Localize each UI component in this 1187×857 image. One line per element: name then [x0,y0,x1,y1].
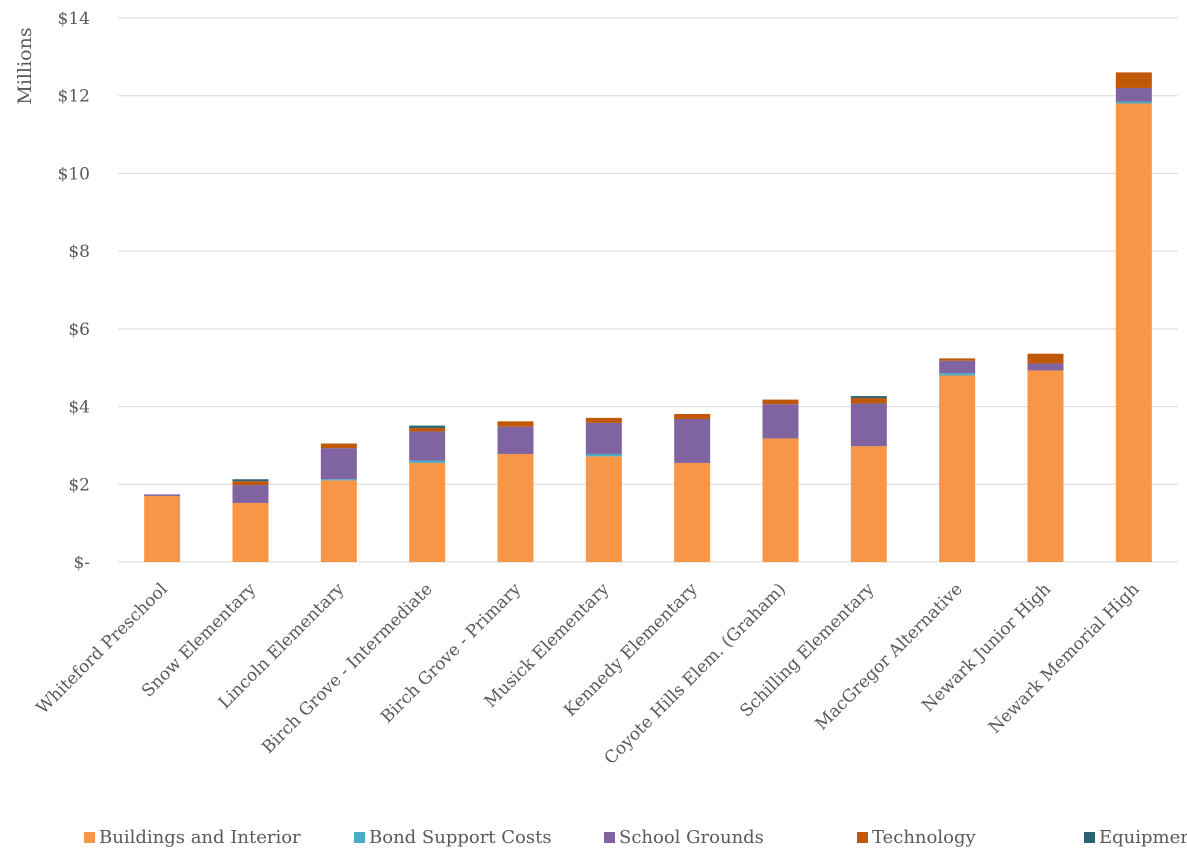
bar-segment [762,399,799,405]
bar-segment [497,453,534,562]
bar-segment [762,438,799,562]
bar-segment [320,479,357,481]
y-tick-label: $- [73,553,90,573]
bar-segment [497,426,534,454]
bar-segment [585,417,622,423]
bar-segment [762,404,799,439]
bar-segment [1115,101,1152,104]
bar-segment [939,360,976,374]
bar-segment [674,413,711,420]
x-tick-label: Newark Memorial High [985,579,1143,737]
bar-segment [409,431,446,461]
bar-segment [409,427,446,432]
bar-segment [585,456,622,562]
bar-segment [320,480,357,562]
bar-segment [850,446,887,562]
bar-segment [1027,363,1064,371]
y-tick-label: $8 [68,242,90,262]
bar-segment [850,398,887,404]
bar-segment [939,375,976,562]
y-axis-label: Millions [14,27,36,104]
x-tick-label: Coyote Hills Elem. (Graham) [601,579,790,768]
bar-segment [585,422,622,454]
legend-label: Buildings and Interior [99,827,301,848]
bar-segment [585,453,622,457]
bar-segment [232,485,269,503]
legend: Buildings and Interior Bond Support Costs… [84,827,1187,848]
bar-segment [1115,72,1152,88]
bar-segment [409,462,446,562]
gridlines [118,17,1178,563]
bar-segment [232,481,269,486]
legend-label: Bond Support Costs [369,827,552,848]
bar-segment [1115,103,1152,562]
x-tick-label: Birch Grove - Intermediate [258,579,436,757]
y-tick-label: $2 [68,475,90,495]
y-tick-label: $14 [58,9,90,29]
x-tick-label: MacGregor Alternative [812,579,967,734]
y-tick-label: $6 [68,320,90,340]
legend-label: Equipment [1099,827,1187,848]
y-axis-tick-labels: $- $2 $4 $6 $8 $10 $12 $14 [58,9,90,573]
bar-segment [850,396,887,399]
bar-segment [939,358,976,361]
bar-segment [939,373,976,376]
bar-segment [232,479,269,482]
bar-segment [1115,87,1152,102]
bar-segment [144,494,181,496]
legend-swatch [857,832,868,843]
bar-segment [409,460,446,463]
bar-segment [320,443,357,449]
legend-label: School Grounds [619,827,764,848]
bar-segment [232,502,269,562]
bar-segment [1027,353,1064,364]
legend-swatch [84,832,95,843]
y-tick-label: $4 [68,398,90,418]
y-tick-label: $10 [58,164,90,184]
bar-segment [674,462,711,562]
bar-segment [497,421,534,427]
legend-swatch [604,832,615,843]
bar-segment [1027,370,1064,562]
bar-segment [850,403,887,447]
legend-swatch [1084,832,1095,843]
bars [144,72,1152,562]
bar-segment [144,495,181,562]
bar-segment [409,425,446,428]
bar-segment [320,448,357,480]
legend-swatch [354,832,365,843]
bar-segment [674,419,711,463]
legend-label: Technology [872,827,976,848]
y-tick-label: $12 [58,87,90,107]
